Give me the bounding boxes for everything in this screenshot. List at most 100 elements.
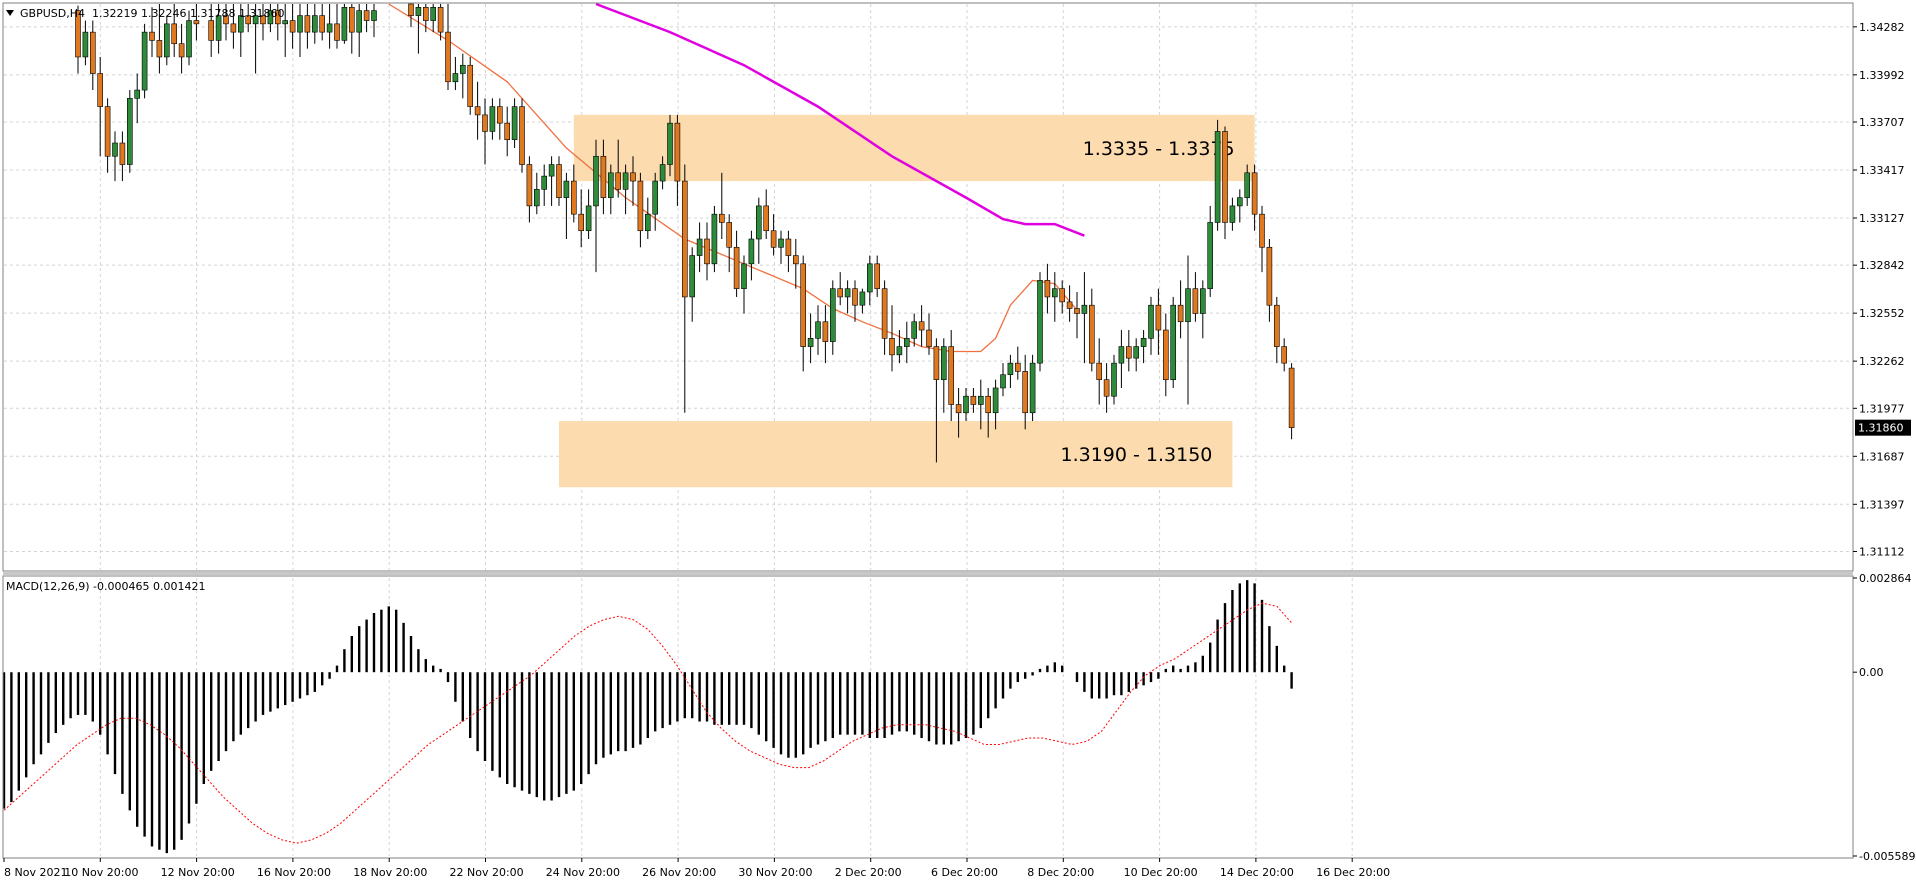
candle-body: [607, 172, 614, 198]
candle-body: [1155, 304, 1162, 331]
ohlc-readout: 1.32219 1.32246 1.31788 1.31860: [92, 7, 284, 20]
moving-averages: [388, 2, 1085, 353]
candle-body: [585, 205, 592, 232]
candle-body: [1000, 374, 1006, 389]
candle-body: [674, 122, 681, 182]
candle-body: [482, 114, 488, 132]
candle-body: [696, 238, 703, 256]
candle-body: [807, 338, 814, 347]
candle-body: [1007, 362, 1014, 376]
candle-body: [859, 291, 866, 306]
candle-body: [948, 346, 955, 405]
time-tick-label: 2 Dec 20:00: [835, 866, 902, 879]
zone-label-0: 1.3335 - 1.3375: [1083, 138, 1235, 160]
candle-body: [785, 238, 792, 256]
price-y-axis: 1.34282 1.33992 1.33707 1.33417 1.33127 1.328…: [1853, 21, 1905, 558]
candle-body: [252, 15, 259, 25]
candle-body: [1274, 304, 1280, 347]
zone-box-1: [559, 421, 1233, 488]
candle-body: [141, 31, 148, 91]
price-tick-label: 1.33992: [1859, 69, 1905, 82]
candle-body: [630, 172, 636, 182]
current-price-badge: 1.31860: [1855, 419, 1911, 436]
candle-body: [341, 7, 348, 41]
candle-body: [1266, 246, 1273, 306]
candle-body: [1044, 280, 1051, 298]
candle-body: [208, 20, 214, 41]
price-tick-label: 1.33127: [1859, 212, 1905, 225]
candle-body: [903, 338, 910, 347]
candle-body: [711, 213, 718, 265]
candle-body: [1163, 329, 1169, 380]
candle-body: [718, 213, 725, 223]
dropdown-triangle-icon[interactable]: [6, 10, 14, 16]
candle-body: [822, 321, 829, 342]
candle-body: [245, 15, 251, 25]
candle-body: [1014, 362, 1021, 372]
candle-body: [541, 175, 548, 190]
candle-body: [1022, 371, 1029, 414]
candle-body: [134, 89, 140, 99]
candle-body: [992, 387, 999, 414]
candle-body: [467, 64, 474, 107]
panel-separator[interactable]: [3, 572, 1853, 575]
candle-body: [563, 180, 570, 198]
candle-body: [1259, 213, 1265, 248]
macd-tick-label: 0.00: [1859, 666, 1884, 679]
candle-body: [193, 20, 200, 25]
candle-body: [1118, 346, 1125, 364]
candle-body: [733, 246, 740, 289]
macd-signal: [3, 602, 1292, 844]
candle-body: [1029, 362, 1036, 414]
macd-tick-label: -0.005589: [1859, 850, 1915, 863]
time-tick-label: 16 Nov 20:00: [257, 866, 331, 879]
candle-body: [1052, 288, 1058, 298]
candle-body: [704, 238, 710, 265]
time-tick-label: 26 Nov 20:00: [642, 866, 716, 879]
candle-body: [615, 172, 622, 190]
candle-body: [164, 23, 170, 58]
macd-header: MACD(12,26,9) -0.000465 0.001421: [6, 580, 205, 593]
candle-body: [119, 142, 126, 165]
candle-body: [289, 20, 296, 33]
candle-body: [304, 15, 311, 33]
candle-body: [1185, 288, 1191, 323]
candle-body: [1237, 197, 1243, 207]
candle-body: [1037, 280, 1043, 364]
price-tick-label: 1.31687: [1859, 450, 1905, 463]
candle-body: [171, 23, 177, 45]
candle-body: [1200, 288, 1206, 314]
time-tick-label: 10 Nov 20:00: [64, 866, 138, 879]
candle-body: [371, 10, 377, 21]
ma-slow-line: [595, 2, 1085, 237]
candle-body: [90, 31, 96, 74]
candle-body: [422, 7, 429, 21]
price-tick-label: 1.32842: [1859, 259, 1905, 272]
candle-body: [408, 3, 414, 16]
candle-body: [437, 7, 444, 33]
candle-body: [511, 106, 518, 141]
candle-body: [926, 329, 932, 347]
candle-body: [112, 142, 118, 157]
candle-body: [1170, 304, 1176, 380]
candle-body: [445, 31, 451, 83]
candle-body: [622, 172, 629, 190]
candle-body: [149, 31, 155, 41]
candle-body: [1192, 288, 1199, 314]
macd-tick-label: 0.002864: [1859, 572, 1912, 585]
candle-body: [519, 106, 525, 165]
candle-body: [1096, 362, 1102, 380]
price-tick-label: 1.31977: [1859, 402, 1905, 415]
candle-body: [874, 263, 881, 289]
candle-body: [1059, 288, 1065, 303]
candle-body: [844, 288, 851, 298]
time-tick-label: 22 Nov 20:00: [450, 866, 524, 879]
candle-body: [474, 106, 481, 116]
candle-body: [489, 106, 496, 132]
candle-body: [659, 164, 666, 182]
candle-body: [326, 23, 333, 33]
candle-body: [911, 321, 918, 339]
candle-body: [637, 180, 644, 232]
